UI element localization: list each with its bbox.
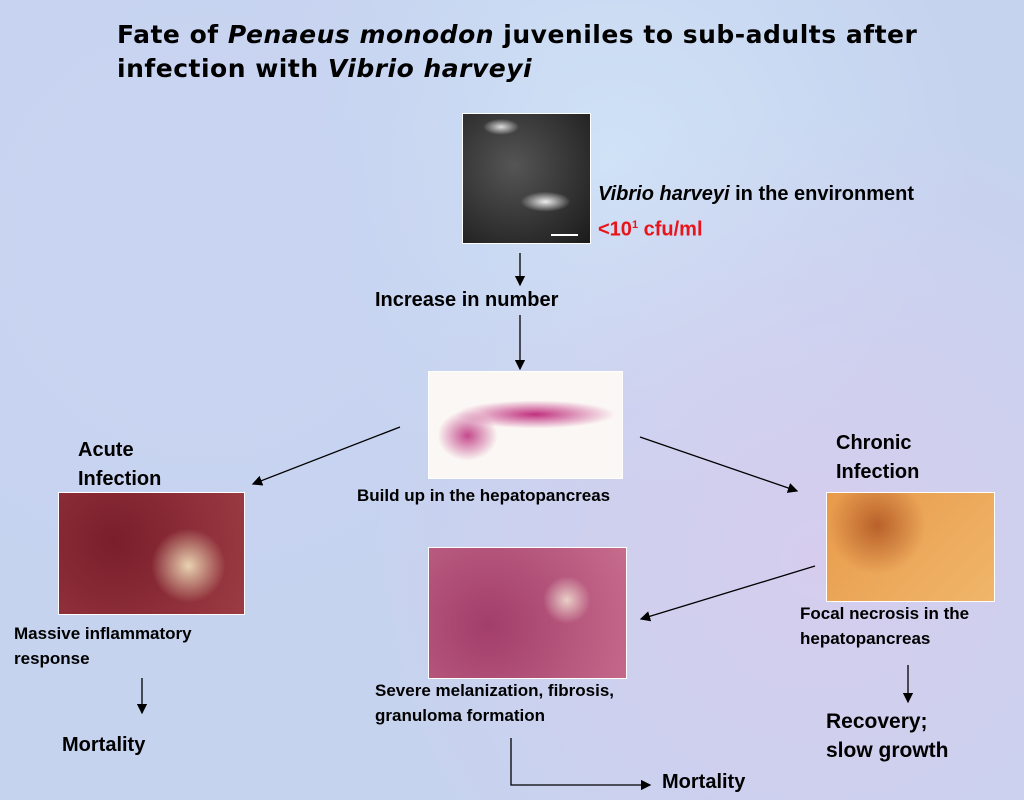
environment-label: Vibrio harveyi in the environment [598,180,914,209]
level-prefix: <10 [598,218,632,241]
chronic-label: Chronic Infection [836,432,920,483]
environment-text: in the environment [735,183,915,205]
level-unit: cfu/ml [643,218,703,241]
chronic-outcome: Recovery; slow growth [826,710,949,762]
buildup-label: Build up in the hepatopancreas [357,486,611,505]
acute-image [58,492,245,615]
level-exponent: 1 [631,219,639,231]
chronic-response: Focal necrosis in the hepatopancreas [800,604,970,648]
title-text: Fate of [117,20,219,49]
title-text: juveniles to sub-adults after [503,20,918,49]
acute-label: Acute Infection [78,439,162,490]
organism: Vibrio harveyi [598,183,730,205]
title-pathogen: Vibrio harveyi [327,54,533,83]
increase-label: Increase in number [375,289,559,311]
granuloma-image [428,547,627,679]
arrow [639,436,799,493]
title-species: Penaeus monodon [227,20,495,49]
shrimp-image [428,371,623,479]
arrow [639,565,816,622]
sem-image [462,113,591,244]
arrow [510,738,652,791]
arrow [251,426,401,486]
chronic-image [826,492,995,602]
title-text: infection with [117,54,319,83]
severe-response: Severe melanization, fibrosis, granuloma… [375,681,615,725]
level: <101 cfu/ml [598,211,703,245]
severe-outcome: Mortality [662,771,746,793]
acute-response: Massive inflammatory response [14,624,192,668]
acute-outcome: Mortality [62,734,146,756]
title: Fate of Penaeus monodon juveniles to sub… [117,18,917,86]
